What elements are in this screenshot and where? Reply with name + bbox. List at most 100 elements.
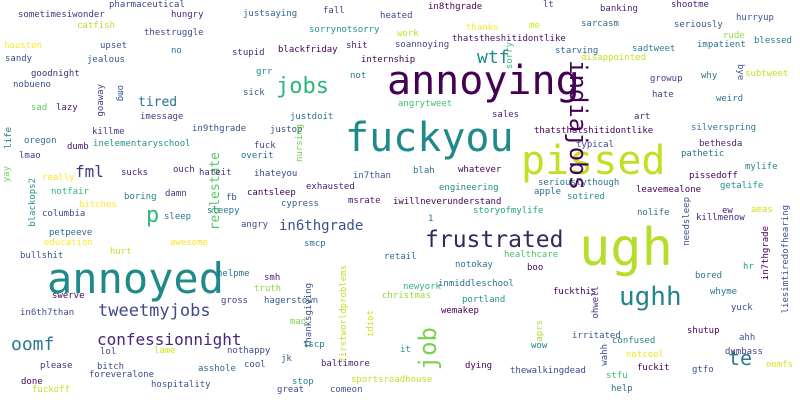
word: hurt — [110, 247, 132, 257]
word: why — [701, 71, 718, 81]
word: in8thgrade — [428, 2, 483, 12]
word: p — [146, 203, 160, 228]
word: boo — [527, 263, 544, 273]
word: omg — [115, 85, 125, 102]
word: rude — [723, 31, 745, 41]
word: stfu — [606, 371, 628, 381]
word: baltimore — [321, 359, 370, 369]
word: shit — [346, 41, 368, 51]
word: fuckit — [637, 363, 670, 373]
word: subtweet — [745, 69, 789, 79]
word: petpeeve — [49, 228, 93, 238]
word: blessed — [754, 36, 792, 46]
word: art — [634, 112, 651, 122]
word: gross — [221, 296, 249, 306]
word: hurryup — [736, 13, 774, 23]
word: soannoying — [395, 40, 450, 50]
word: helpme — [217, 269, 250, 279]
word: cool — [244, 360, 266, 370]
word: banking — [600, 4, 638, 14]
word: it — [400, 345, 411, 355]
word: jealous — [87, 55, 125, 65]
word: really — [42, 173, 75, 183]
word: in7thgrade — [761, 226, 771, 281]
word: getalife — [720, 181, 764, 191]
word: columbia — [42, 209, 86, 219]
word: sick — [243, 88, 265, 98]
word: fuckoff — [32, 385, 70, 395]
word: wtf — [477, 47, 510, 68]
word: exhausted — [306, 182, 355, 192]
word: nolife — [637, 208, 670, 218]
word: sometimesiwonder — [18, 10, 105, 20]
word: lazy — [56, 103, 78, 113]
word: frustrated — [425, 227, 564, 253]
word: whyme — [710, 287, 738, 297]
word: nursing — [295, 124, 305, 162]
word: great — [277, 385, 305, 395]
word: christmas — [382, 291, 431, 301]
word: bored — [695, 271, 723, 281]
word: nobueno — [13, 80, 51, 90]
word: ouch — [173, 165, 195, 175]
word: notfair — [51, 187, 89, 197]
word: internship — [361, 55, 416, 65]
word: oregon — [24, 136, 57, 146]
word: smh — [264, 273, 281, 283]
word: impatient — [697, 40, 746, 50]
word: fml — [75, 162, 104, 181]
word: indiajobs — [564, 60, 592, 191]
word: killmenow — [696, 213, 745, 223]
word: foreveralone — [89, 370, 155, 380]
word: swerve — [52, 291, 85, 301]
word: sleepy — [207, 206, 240, 216]
word: tscp — [303, 340, 325, 350]
word: thewalkingdead — [510, 366, 586, 376]
word: justdoit — [290, 112, 334, 122]
word: typical — [576, 140, 614, 150]
word: help — [611, 384, 633, 394]
word: lol — [100, 347, 117, 357]
word: comeon — [330, 385, 363, 395]
word: yay — [2, 166, 12, 183]
word: in6th7than — [20, 308, 75, 318]
word: bethesda — [699, 139, 743, 149]
word: boring — [124, 192, 157, 202]
word: hate — [652, 90, 674, 100]
word: thanks — [466, 23, 499, 33]
word: me — [529, 21, 540, 31]
word: overit — [241, 151, 274, 161]
word: weird — [716, 94, 744, 104]
word: sorry — [505, 42, 515, 70]
word: newyork — [403, 282, 441, 292]
word: thestruggle — [144, 28, 204, 38]
word: fb — [226, 193, 237, 203]
word: shutup — [687, 326, 720, 336]
word: hagerstown — [264, 296, 319, 306]
word: stupid — [232, 48, 265, 58]
word: killme — [92, 127, 125, 137]
word: thatsthatshitidontlike — [534, 126, 654, 136]
word: aprs — [535, 320, 545, 342]
word: idiot — [366, 310, 376, 338]
word: bye — [735, 64, 745, 81]
word: in6thgrade — [279, 218, 364, 234]
word: goodnight — [31, 69, 80, 79]
word: goaway — [96, 84, 106, 117]
word: thatstheshitidontlike — [452, 34, 566, 44]
word: heated — [380, 11, 413, 21]
word: healthcare — [504, 250, 559, 260]
word: portland — [462, 295, 506, 305]
word: lt — [543, 0, 554, 10]
word: mylife — [745, 162, 778, 172]
word: notokay — [455, 260, 493, 270]
word: disappointed — [581, 53, 647, 63]
word: apple — [534, 187, 562, 197]
word: sotired — [567, 192, 605, 202]
word: jk — [281, 354, 292, 364]
word: annoying — [387, 58, 580, 104]
word: oomfs — [766, 360, 794, 370]
word: liesimtiredofhearing — [781, 205, 791, 314]
word: retail — [384, 252, 417, 262]
